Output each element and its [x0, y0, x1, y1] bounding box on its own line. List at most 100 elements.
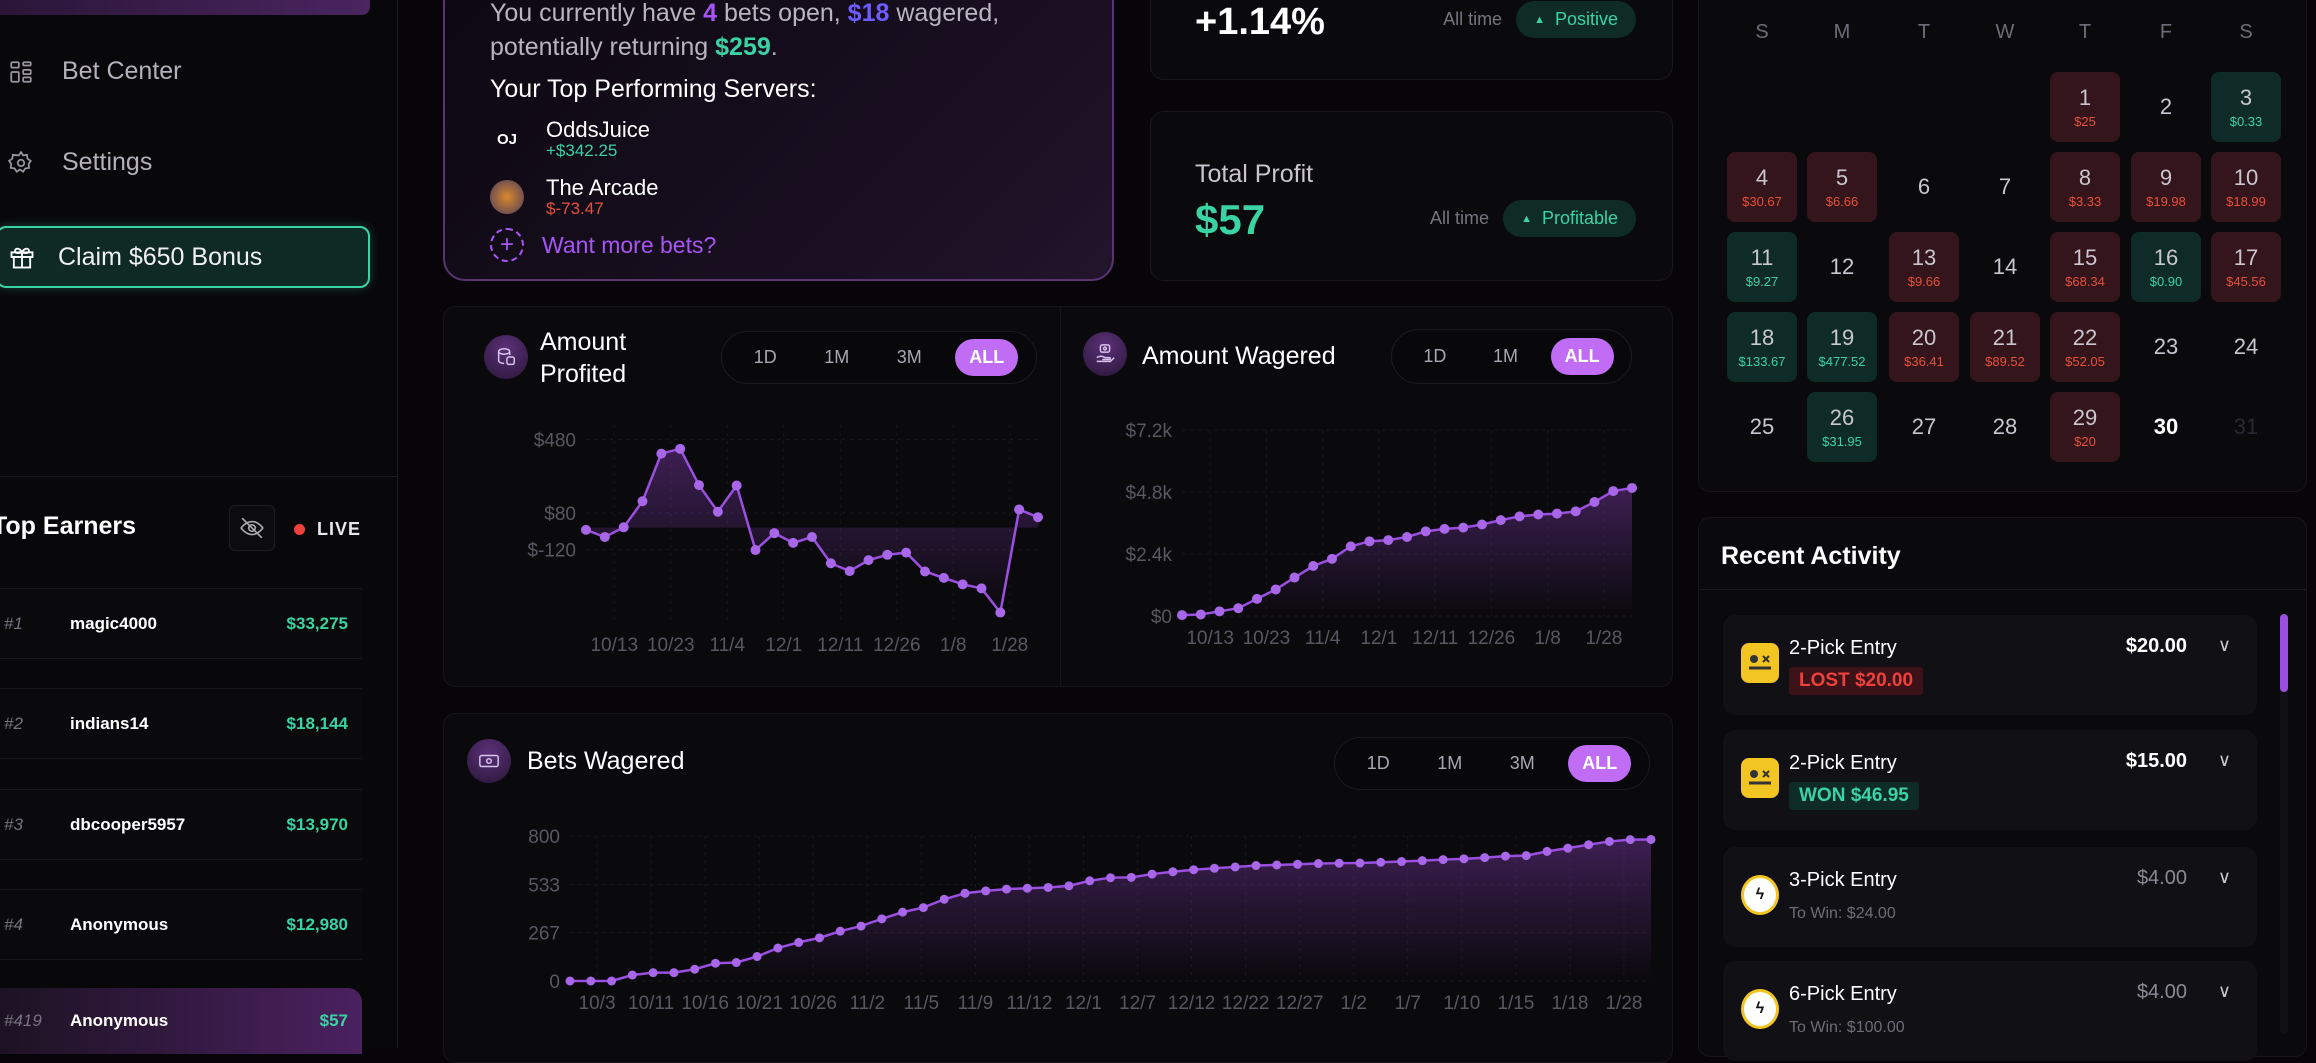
- sidebar-item-bet-center[interactable]: Bet Center: [8, 57, 182, 86]
- calendar-day[interactable]: 31: [2211, 392, 2281, 462]
- day-number: 24: [2233, 334, 2259, 359]
- calendar-day[interactable]: 11 $9.27: [1727, 232, 1797, 302]
- calendar-day[interactable]: 20 $36.41: [1889, 312, 1959, 382]
- calendar-day[interactable]: 14: [1970, 232, 2040, 302]
- calendar-day[interactable]: 13 $9.66: [1889, 232, 1959, 302]
- range-1d[interactable]: 1D: [753, 347, 777, 367]
- day-number: 5: [1835, 165, 1849, 190]
- calendar-day[interactable]: 24: [2211, 312, 2281, 382]
- nav-item-active[interactable]: [0, 0, 370, 15]
- scrollbar-thumb[interactable]: [2280, 614, 2288, 692]
- calendar-day[interactable]: 2: [2131, 72, 2201, 142]
- day-profit: $9.27: [1745, 274, 1779, 289]
- divider: [0, 476, 398, 477]
- hide-toggle-button[interactable]: [229, 505, 275, 551]
- calendar-day[interactable]: 8 $3.33: [2050, 152, 2120, 222]
- x-tick-label: 10/11: [628, 993, 674, 1014]
- chevron-down-icon[interactable]: ∨: [2217, 867, 2231, 887]
- day-number: 6: [1917, 174, 1931, 199]
- range-3m[interactable]: 3M: [1509, 753, 1535, 773]
- calendar-day[interactable]: 29 $20: [2050, 392, 2120, 462]
- range-3m[interactable]: 3M: [896, 347, 922, 367]
- calendar-day[interactable]: 1 $25: [2050, 72, 2120, 142]
- earner-row[interactable]: #2 indians14 $18,144: [0, 688, 362, 759]
- data-point: [618, 522, 629, 533]
- x-tick-label: 1/28: [1585, 628, 1622, 649]
- range-all[interactable]: ALL: [955, 339, 1019, 376]
- calendar-day[interactable]: 16 $0.90: [2131, 232, 2201, 302]
- data-point: [669, 968, 679, 978]
- calendar-day[interactable]: 30: [2131, 392, 2201, 462]
- range-1d[interactable]: 1D: [1423, 346, 1447, 366]
- total-profit-card: Total Profit $57 All time ▲ Profitable: [1150, 111, 1673, 281]
- calendar-day[interactable]: 9 $19.98: [2131, 152, 2201, 222]
- activity-item[interactable]: 2-Pick Entry WON $46.95 $15.00 ∨: [1723, 730, 2257, 830]
- data-point: [1251, 861, 1261, 871]
- server-item[interactable]: OJ OddsJuice +$342.25: [490, 118, 650, 160]
- day-number: 20: [1911, 325, 1937, 350]
- activity-item[interactable]: ϟ 3-Pick Entry To Win: $24.00 $4.00 ∨: [1723, 847, 2257, 947]
- calendar-day[interactable]: 5 $6.66: [1807, 152, 1877, 222]
- earner-row[interactable]: #3 dbcooper5957 $13,970: [0, 789, 362, 860]
- activity-amount: $4.00: [2136, 981, 2187, 1003]
- activity-scrollbar[interactable]: [2280, 614, 2288, 1034]
- calendar-day[interactable]: 6: [1889, 152, 1959, 222]
- y-tick-label: $7.2k: [1126, 421, 1173, 442]
- calendar-day[interactable]: 21 $89.52: [1970, 312, 2040, 382]
- calendar-day[interactable]: 12: [1807, 232, 1877, 302]
- activity-item[interactable]: 2-Pick Entry LOST $20.00 $20.00 ∨: [1723, 615, 2257, 715]
- activity-item[interactable]: ϟ 6-Pick Entry To Win: $100.00 $4.00 ∨: [1723, 961, 2257, 1061]
- earner-row[interactable]: #4 Anonymous $12,980: [0, 889, 362, 960]
- calendar-day[interactable]: 27: [1889, 392, 1959, 462]
- data-point: [1308, 561, 1319, 572]
- range-1m[interactable]: 1M: [1493, 346, 1519, 366]
- period-label: All time: [1443, 9, 1503, 29]
- calendar-day[interactable]: 28: [1970, 392, 2040, 462]
- activity-title: 3-Pick Entry: [1789, 869, 1897, 891]
- claim-bonus-button[interactable]: Claim $650 Bonus: [0, 226, 370, 288]
- range-all[interactable]: ALL: [1550, 338, 1614, 375]
- x-tick-label: 1/18: [1551, 993, 1588, 1014]
- chevron-down-icon[interactable]: ∨: [2217, 635, 2231, 655]
- calendar-day[interactable]: 10 $18.99: [2211, 152, 2281, 222]
- range-1d[interactable]: 1D: [1366, 753, 1390, 773]
- chevron-down-icon[interactable]: ∨: [2217, 750, 2231, 770]
- calendar-day[interactable]: 18 $133.67: [1727, 312, 1797, 382]
- sidebar-item-settings[interactable]: Settings: [8, 148, 152, 177]
- data-point: [1521, 851, 1531, 861]
- calendar-day[interactable]: 22 $52.05: [2050, 312, 2120, 382]
- earner-amount: $13,970: [286, 814, 348, 834]
- server-item[interactable]: The Arcade $-73.47: [490, 176, 659, 218]
- calendar-day[interactable]: 19 $477.52: [1807, 312, 1877, 382]
- range-1m[interactable]: 1M: [824, 347, 850, 367]
- live-label: LIVE: [317, 519, 362, 539]
- day-number: 29: [2072, 405, 2098, 430]
- amount-wagered-title: Amount Wagered: [1142, 342, 1336, 370]
- calendar-day[interactable]: 15 $68.34: [2050, 232, 2120, 302]
- range-all[interactable]: ALL: [1568, 745, 1632, 782]
- day-number: 7: [1998, 174, 2012, 199]
- calendar-day[interactable]: 4 $30.67: [1727, 152, 1797, 222]
- earner-row-current-user[interactable]: #419 Anonymous $57: [0, 988, 362, 1054]
- data-point: [1417, 856, 1427, 866]
- data-point: [1604, 836, 1614, 846]
- sidebar: Bet Center Settings Claim $650 Bonus Top…: [0, 0, 398, 1054]
- calendar-day[interactable]: 17 $45.56: [2211, 232, 2281, 302]
- data-point: [863, 555, 874, 566]
- eye-off-icon: [240, 517, 264, 539]
- day-number: 23: [2153, 334, 2179, 359]
- calendar-day[interactable]: 23: [2131, 312, 2201, 382]
- calendar-day[interactable]: 3 $0.33: [2211, 72, 2281, 142]
- data-point: [731, 958, 741, 968]
- data-point: [712, 506, 723, 517]
- calendar-day[interactable]: 25: [1727, 392, 1797, 462]
- x-tick-label: 10/23: [647, 635, 695, 655]
- earner-row[interactable]: #1 magic4000 $33,275: [0, 588, 362, 659]
- chevron-down-icon[interactable]: ∨: [2217, 981, 2231, 1001]
- calendar-day[interactable]: 7: [1970, 152, 2040, 222]
- want-more-bets-link[interactable]: + Want more bets?: [490, 228, 716, 262]
- range-1m[interactable]: 1M: [1437, 753, 1463, 773]
- x-tick-label: 11/4: [709, 635, 745, 655]
- grid-icon: [10, 60, 32, 83]
- calendar-day[interactable]: 26 $31.95: [1807, 392, 1877, 462]
